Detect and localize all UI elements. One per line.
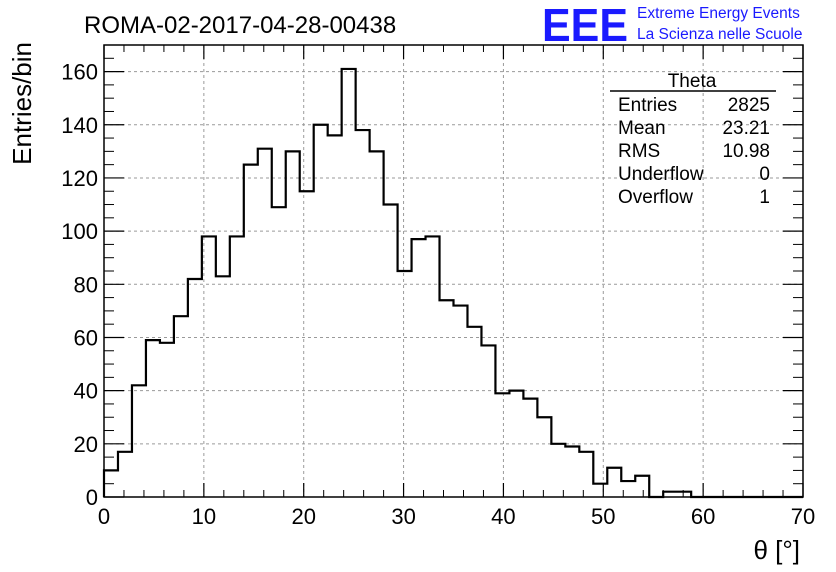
stats-label-mean: Mean	[618, 118, 666, 139]
x-tick-label: 40	[491, 504, 515, 529]
stats-rows: Entries 2825 Mean 23.21 RMS 10.98 Underflow 0 Ov…	[618, 95, 770, 208]
stats-value-entries: 2825	[728, 95, 770, 116]
x-axis-title: θ [°]	[753, 535, 800, 565]
stats-value-overflow: 1	[759, 187, 770, 208]
grid-lines	[104, 45, 803, 497]
logo-mark: EEE	[542, 0, 628, 51]
x-tick-label: 20	[291, 504, 315, 529]
stats-value-mean: 23.21	[722, 118, 770, 139]
plot-frame	[103, 44, 804, 498]
y-tick-label: 80	[74, 272, 98, 297]
stats-label-rms: RMS	[618, 141, 660, 162]
x-tick-label: 30	[391, 504, 415, 529]
x-tick-label: 0	[98, 504, 110, 529]
logo-line2: La Scienza nelle Scuole	[637, 26, 802, 43]
y-tick-label: 140	[61, 113, 98, 138]
y-tick-label: 100	[61, 219, 98, 244]
x-tick-label: 50	[591, 504, 615, 529]
y-tick-label: 160	[61, 60, 98, 85]
stats-value-rms: 10.98	[722, 141, 770, 162]
axis-ticks	[103, 44, 804, 498]
x-tick-label: 10	[192, 504, 216, 529]
eee-logo: EEE Extreme Energy Events La Scienza nel…	[542, 0, 802, 51]
histogram-outline	[102, 67, 803, 499]
stats-label-overflow: Overflow	[618, 187, 693, 208]
stats-label-underflow: Underflow	[618, 164, 704, 185]
x-tick-labels: 0 10 20 30 40 50 60 70	[98, 504, 815, 529]
y-tick-label: 60	[74, 325, 98, 350]
y-tick-label: 0	[86, 485, 98, 510]
y-axis-title: Entries/bin	[7, 42, 37, 165]
y-tick-label: 120	[61, 166, 98, 191]
y-tick-labels: 0 20 40 60 80 100 120 140 160	[61, 60, 98, 510]
y-tick-label: 40	[74, 379, 98, 404]
logo-line1: Extreme Energy Events	[637, 5, 800, 22]
x-tick-label: 70	[791, 504, 815, 529]
stats-title: Theta	[668, 71, 717, 92]
y-tick-label: 20	[74, 432, 98, 457]
stats-label-entries: Entries	[618, 95, 677, 116]
stats-box: Theta Entries 2825 Mean 23.21 RMS 10.98 Underf…	[610, 71, 776, 208]
stats-value-underflow: 0	[759, 164, 770, 185]
chart-title: ROMA-02-2017-04-28-00438	[84, 12, 396, 39]
x-tick-label: 60	[691, 504, 715, 529]
